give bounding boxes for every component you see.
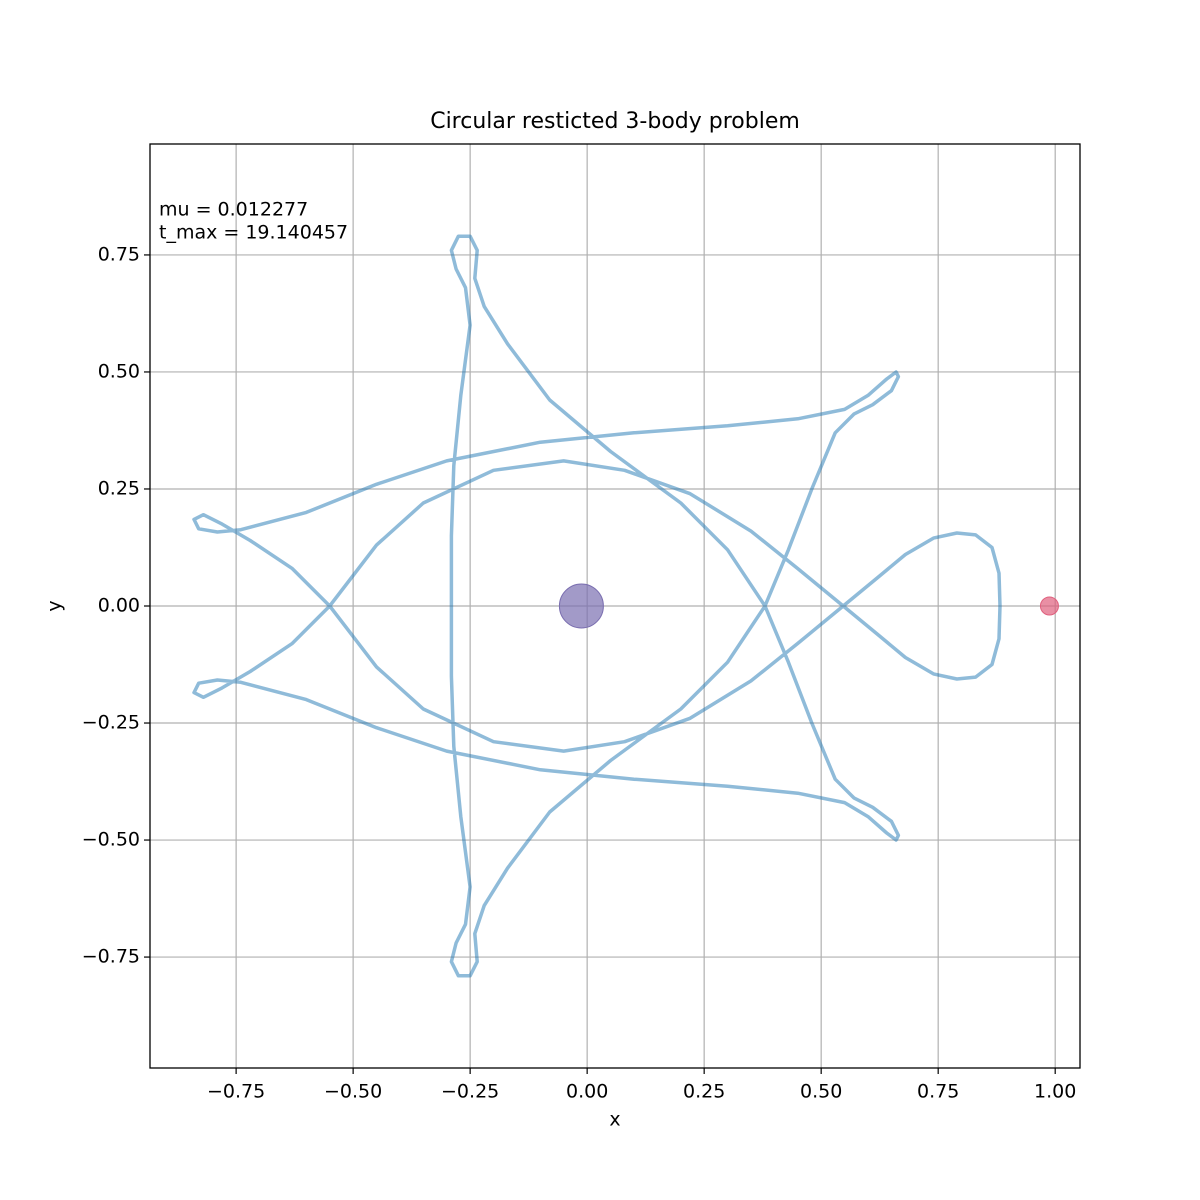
x-axis-label: x bbox=[609, 1109, 620, 1131]
annotation: t_max = 19.140457 bbox=[159, 222, 348, 244]
y-tick-label: −0.25 bbox=[82, 712, 140, 734]
grid bbox=[150, 144, 1080, 1068]
body bbox=[1039, 596, 1059, 616]
annotation: mu = 0.012277 bbox=[159, 199, 308, 221]
x-tick-label: −0.50 bbox=[324, 1081, 382, 1103]
x-tick-label: 0.00 bbox=[566, 1081, 608, 1103]
y-tick-label: 0.75 bbox=[98, 243, 140, 265]
x-tick-label: −0.75 bbox=[207, 1081, 265, 1103]
body bbox=[558, 583, 604, 629]
x-tick-label: −0.25 bbox=[441, 1081, 499, 1103]
y-tick-label: −0.75 bbox=[82, 946, 140, 968]
x-tick-label: 0.50 bbox=[800, 1081, 842, 1103]
y-tick-label: −0.50 bbox=[82, 829, 140, 851]
chart-title: Circular resticted 3-body problem bbox=[430, 109, 800, 134]
y-axis-label: y bbox=[44, 600, 66, 611]
x-tick-label: 0.25 bbox=[683, 1081, 725, 1103]
x-tick-label: 0.75 bbox=[917, 1081, 959, 1103]
y-tick-label: 0.50 bbox=[98, 360, 140, 382]
trajectory bbox=[192, 234, 1002, 978]
y-tick-label: 0.00 bbox=[98, 595, 140, 617]
y-tick-label: 0.25 bbox=[98, 477, 140, 499]
x-tick-label: 1.00 bbox=[1034, 1081, 1076, 1103]
plot-area bbox=[192, 234, 1059, 978]
